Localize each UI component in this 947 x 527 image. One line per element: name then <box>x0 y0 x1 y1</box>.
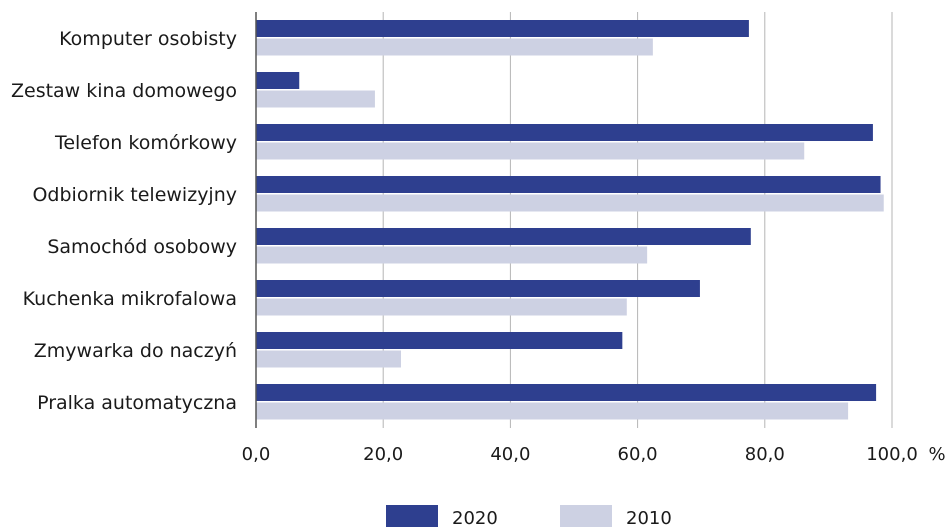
unit-label: % <box>928 444 945 465</box>
bar-2010 <box>256 402 849 420</box>
bar-2020 <box>256 384 877 401</box>
bar-2010 <box>256 90 375 108</box>
x-tick-label: 80,0 <box>745 444 785 465</box>
bar-2020 <box>256 20 749 37</box>
x-tick-label: 40,0 <box>490 444 530 465</box>
legend-label: 2010 <box>626 508 672 527</box>
bar-2010 <box>256 38 653 56</box>
bar-2020 <box>256 176 881 193</box>
x-axis-ticks: 0,0 20,0 40,0 60,0 80,0 100,0 <box>242 444 918 465</box>
bar-2020 <box>256 280 700 297</box>
x-tick-label: 100,0 <box>866 444 918 465</box>
legend-label: 2020 <box>452 508 498 527</box>
bar-2020 <box>256 228 751 245</box>
gridlines <box>382 12 893 428</box>
category-label: Telefon komórkowy <box>54 132 237 154</box>
x-tick-label: 20,0 <box>363 444 403 465</box>
bar-2010 <box>256 194 884 212</box>
bar-2010 <box>256 246 648 264</box>
category-labels: Komputer osobisty Zestaw kina domowego Tel… <box>11 28 237 414</box>
bar-2010 <box>256 298 627 316</box>
category-label: Samochód osobowy <box>47 236 237 258</box>
bar-2020 <box>256 332 623 349</box>
category-label: Kuchenka mikrofalowa <box>23 288 237 310</box>
legend: 2020 2010 <box>386 505 672 527</box>
category-label: Pralka automatyczna <box>37 392 237 414</box>
legend-swatch-2020 <box>386 505 438 527</box>
bar-2010 <box>256 350 402 368</box>
bars <box>256 20 884 420</box>
category-label: Komputer osobisty <box>59 28 237 50</box>
x-tick-label: 0,0 <box>242 444 271 465</box>
category-label: Zmywarka do naczyń <box>34 340 237 362</box>
bar-2020 <box>256 124 873 141</box>
legend-swatch-2010 <box>560 505 612 527</box>
category-label: Odbiornik telewizyjny <box>32 184 237 206</box>
category-label: Zestaw kina domowego <box>11 80 237 102</box>
x-tick-label: 60,0 <box>618 444 658 465</box>
bar-2020 <box>256 72 300 89</box>
bar-2010 <box>256 142 805 160</box>
